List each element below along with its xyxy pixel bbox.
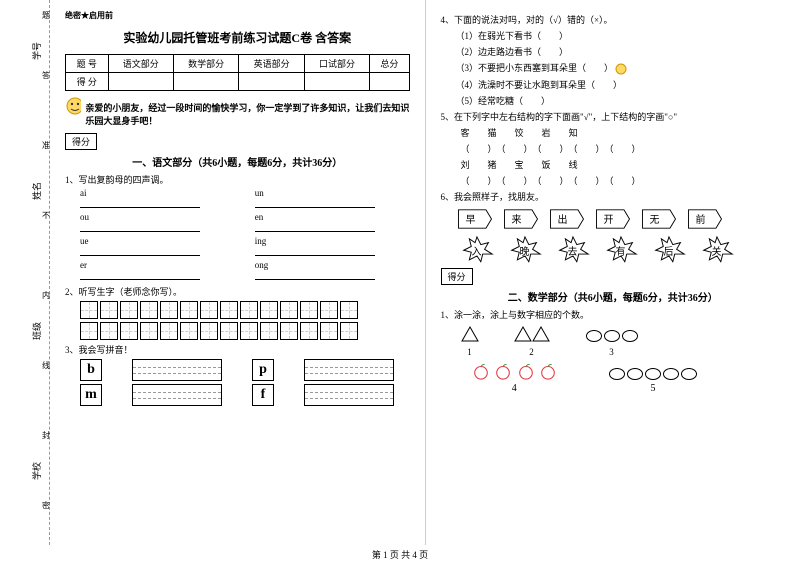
dash-mark-0: 题 — [42, 10, 50, 21]
q1-i0: ai — [80, 188, 235, 210]
star-2: 去 — [568, 243, 578, 258]
secret-label: 绝密★启用前 — [65, 10, 410, 21]
dash-mark-3: 不 — [42, 210, 50, 221]
dash-mark-5: 线 — [42, 360, 50, 371]
th-5: 总分 — [370, 55, 409, 73]
right-column: 4、下面的说法对吗，对的（√）错的（×）。 （1）在弱光下看书（ ） （2）边走… — [426, 0, 800, 545]
th-3: 英语部分 — [239, 55, 304, 73]
flag-0: 早 — [466, 211, 476, 226]
score-box-1: 得分 — [65, 133, 97, 150]
q6-title: 6、我会照样子，找朋友。 — [441, 190, 786, 203]
q3-row1: b p — [80, 359, 410, 381]
writing-grid-1 — [80, 301, 410, 319]
section-chinese: 一、语文部分（共6小题，每题6分，共计36分） — [65, 154, 410, 169]
star-0: 入 — [472, 243, 482, 258]
q4-2: （2）边走路边看书（ ） — [456, 45, 786, 58]
dash-mark-7: 密 — [42, 500, 50, 511]
dash-mark-2: 准 — [42, 140, 50, 151]
q5-row2: 刘猪宝饭线 — [461, 158, 786, 171]
margin-label-0: 学号 — [30, 42, 43, 60]
th-0: 题 号 — [66, 55, 109, 73]
letter-m: m — [80, 384, 102, 406]
flag-2: 出 — [558, 211, 568, 226]
margin-label-1: 姓名 — [30, 182, 43, 200]
triangle-icon — [461, 326, 479, 342]
apple-icon — [472, 362, 490, 380]
star-1: 晚 — [520, 243, 530, 258]
q5-title: 5、在下列字中左右结构的字下面画"√"，上下结构的字画"○" — [441, 110, 786, 123]
apple-row: 4 5 — [471, 362, 786, 394]
dash-mark-1: 答 — [42, 70, 50, 81]
q1-i7: ong — [255, 260, 410, 282]
q1-title: 1、写出复韵母的四声调。 — [65, 173, 410, 186]
writing-grid-2 — [80, 322, 410, 340]
q1-i3: en — [255, 212, 410, 234]
q3-row2: m f — [80, 384, 410, 406]
th-2: 数学部分 — [173, 55, 238, 73]
q1-i4: ue — [80, 236, 235, 258]
q4-1: （1）在弱光下看书（ ） — [456, 29, 786, 42]
flag-1: 来 — [512, 211, 522, 226]
flag-row: 早 来 出 开 无 前 — [456, 208, 786, 230]
letter-b: b — [80, 359, 102, 381]
q4-4: （4）洗澡时不要让水跑到耳朵里（ ） — [456, 78, 786, 91]
left-column: 绝密★启用前 实验幼儿园托管班考前练习试题C卷 含答案 题 号 语文部分 数学部… — [50, 0, 426, 545]
greeting-text: 亲爱的小朋友，经过一段时间的愉快学习，你一定学到了许多知识，让我们去知识乐园大显… — [85, 102, 409, 127]
q4-5: （5）经常吃糖（ ） — [456, 94, 786, 107]
q1-i5: ing — [255, 236, 410, 258]
th-4: 口试部分 — [304, 55, 369, 73]
th-1: 语文部分 — [108, 55, 173, 73]
flag-5: 前 — [696, 211, 706, 226]
q2-title: 2、听写生字（老师念你写）。 — [65, 285, 410, 298]
q1-i2: ou — [80, 212, 235, 234]
face-icon-small — [615, 63, 629, 75]
section-math: 二、数学部分（共6小题，每题6分，共计36分） — [441, 289, 786, 304]
face-icon — [65, 96, 81, 116]
letter-f: f — [252, 384, 274, 406]
score-table: 题 号 语文部分 数学部分 英语部分 口试部分 总分 得 分 — [65, 54, 410, 91]
row2-label: 得 分 — [66, 73, 109, 91]
mq1-title: 1、涂一涂，涂上与数字相应的个数。 — [441, 308, 786, 321]
q5-row1: 客猫饺岩知 — [461, 126, 786, 139]
q1-i6: er — [80, 260, 235, 282]
shapes-row: 1 2 3 — [461, 326, 786, 357]
q4-3: （3）不要把小东西塞到耳朵里（ ） — [456, 61, 786, 75]
page-footer: 第 1 页 共 4 页 — [0, 545, 800, 564]
exam-title: 实验幼儿园托管班考前练习试题C卷 含答案 — [65, 29, 410, 46]
margin-label-3: 学校 — [30, 462, 43, 480]
star-5: 关 — [712, 243, 722, 258]
q3-title: 3、我会写拼音！ — [65, 343, 410, 356]
star-3: 有 — [616, 243, 626, 258]
q4-title: 4、下面的说法对吗，对的（√）错的（×）。 — [441, 13, 786, 26]
star-row: 入 晚 去 有 后 关 — [456, 235, 786, 263]
margin-label-2: 班级 — [30, 322, 43, 340]
star-4: 后 — [664, 243, 674, 258]
dash-mark-4: 内 — [42, 290, 50, 301]
flag-4: 无 — [650, 211, 660, 226]
q1-i1: un — [255, 188, 410, 210]
binding-margin: 学号 姓名 班级 学校 题 答 准 不 内 线 封 密 — [0, 0, 50, 545]
score-box-2: 得分 — [441, 268, 473, 285]
dash-mark-6: 封 — [42, 430, 50, 441]
letter-p: p — [252, 359, 274, 381]
flag-3: 开 — [604, 211, 614, 226]
